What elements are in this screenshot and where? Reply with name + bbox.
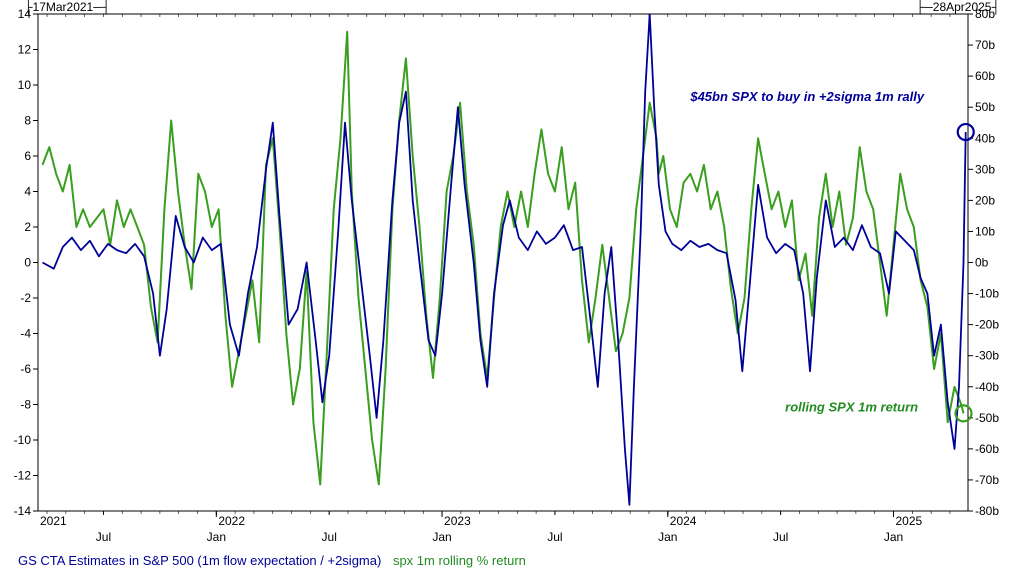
svg-text:-60b: -60b: [975, 442, 999, 456]
legend: GS CTA Estimates in S&P 500 (1m flow exp…: [18, 553, 526, 568]
svg-text:0b: 0b: [975, 256, 989, 270]
svg-text:2024: 2024: [670, 514, 697, 528]
svg-text:Jul: Jul: [322, 530, 337, 544]
svg-text:20b: 20b: [975, 193, 995, 207]
svg-text:Jul: Jul: [96, 530, 111, 544]
date-end-tag: ├─28Apr2025┤: [916, 0, 1000, 14]
svg-text:30b: 30b: [975, 162, 995, 176]
legend-item-spx: spx 1m rolling % return: [393, 553, 526, 568]
chart-svg: -14-12-10-8-6-4-202468101214-80b-70b-60b…: [0, 0, 1024, 573]
series-cta: [43, 14, 966, 505]
svg-text:2025: 2025: [896, 514, 923, 528]
svg-text:50b: 50b: [975, 100, 995, 114]
svg-text:2021: 2021: [40, 514, 67, 528]
svg-text:60b: 60b: [975, 69, 995, 83]
chart-container: ├17Mar2021─┤ ├─28Apr2025┤ -14 -12 -10 -8 -6 -…: [0, 0, 1024, 573]
svg-text:4: 4: [24, 185, 31, 199]
svg-text:-8: -8: [20, 398, 31, 412]
annotation-ann-blue: $45bn SPX to buy in +2sigma 1m rally: [689, 89, 924, 104]
svg-text:-50b: -50b: [975, 411, 999, 425]
svg-text:2023: 2023: [444, 514, 471, 528]
svg-text:-20b: -20b: [975, 318, 999, 332]
svg-text:-70b: -70b: [975, 473, 999, 487]
svg-text:Jul: Jul: [773, 530, 788, 544]
annotation-ann-green: rolling SPX 1m return: [785, 400, 918, 415]
legend-item-cta: GS CTA Estimates in S&P 500 (1m flow exp…: [18, 553, 381, 568]
svg-text:2022: 2022: [218, 514, 245, 528]
svg-text:Jan: Jan: [658, 530, 677, 544]
svg-text:-14: -14: [14, 504, 32, 518]
svg-text:8: 8: [24, 114, 31, 128]
svg-text:Jul: Jul: [547, 530, 562, 544]
svg-text:40b: 40b: [975, 131, 995, 145]
svg-text:-80b: -80b: [975, 504, 999, 518]
svg-text:-10: -10: [14, 433, 32, 447]
date-end-text: 28Apr2025: [933, 0, 992, 14]
svg-text:Jan: Jan: [432, 530, 451, 544]
svg-text:-30b: -30b: [975, 349, 999, 363]
svg-text:10: 10: [18, 78, 32, 92]
svg-text:Jan: Jan: [207, 530, 226, 544]
svg-text:-12: -12: [14, 469, 32, 483]
svg-text:10b: 10b: [975, 224, 995, 238]
svg-text:-10b: -10b: [975, 287, 999, 301]
svg-text:12: 12: [18, 43, 32, 57]
date-start-text: 17Mar2021: [33, 0, 94, 14]
svg-text:Jan: Jan: [884, 530, 903, 544]
svg-text:0: 0: [24, 256, 31, 270]
date-start-tag: ├17Mar2021─┤: [24, 0, 110, 14]
svg-text:2: 2: [24, 220, 31, 234]
svg-text:-4: -4: [20, 327, 31, 341]
svg-text:-2: -2: [20, 291, 31, 305]
svg-text:6: 6: [24, 149, 31, 163]
svg-text:70b: 70b: [975, 38, 995, 52]
svg-text:-40b: -40b: [975, 380, 999, 394]
svg-text:-6: -6: [20, 362, 31, 376]
